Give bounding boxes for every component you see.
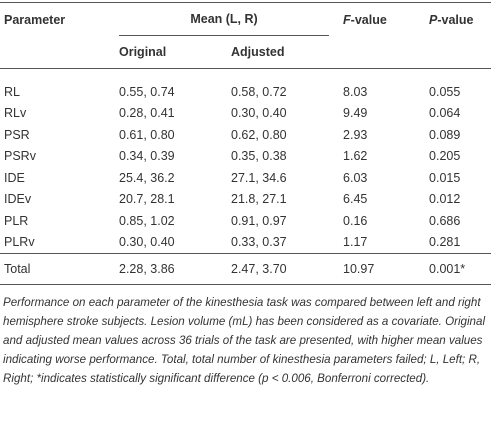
table-cell: 2.28, 3.86 [115, 253, 227, 285]
table-body: RL 0.55, 0.74 0.58, 0.72 8.03 0.055 RLv 0.28, … [0, 69, 491, 285]
table-cell: 0.33, 0.37 [231, 235, 287, 250]
table-row: PSR 0.61, 0.80 0.62, 0.80 2.93 0.089 [0, 124, 491, 146]
results-table: Parameter Mean (L, R) F-value P-value Or… [0, 2, 491, 285]
table-cell: 0.61, 0.80 [119, 127, 175, 142]
table-cell: 8.03 [343, 84, 368, 99]
table-cell: 0.62, 0.80 [231, 127, 287, 142]
table-cell: RL [4, 84, 20, 99]
table-cell: 1.17 [343, 235, 368, 250]
table-cell: 0.91, 0.97 [231, 213, 287, 228]
header-cell: Adjusted [231, 45, 285, 59]
table-row: Total 2.28, 3.86 2.47, 3.70 10.97 0.001* [0, 253, 491, 285]
header-cell: Mean (L, R) [115, 2, 340, 36]
table-cell: 21.8, 27.1 [231, 192, 287, 207]
table-cell: Total [0, 253, 115, 285]
table-row: RL 0.55, 0.74 0.58, 0.72 8.03 0.055 [0, 69, 491, 103]
table-cell: 2.93 [343, 127, 368, 142]
table-cell: PSR [4, 127, 30, 142]
table-cell: 0.686 [429, 213, 461, 228]
table-cell: 1.62 [343, 149, 368, 164]
table-cell: 0.85, 1.02 [119, 213, 175, 228]
table-row: PSRv 0.34, 0.39 0.35, 0.38 1.62 0.205 [0, 146, 491, 168]
table-cell: 0.064 [429, 106, 461, 121]
table-cell: 6.45 [343, 192, 368, 207]
table-cell: 10.97 [339, 253, 426, 285]
table-cell: 0.16 [343, 213, 368, 228]
table-cell: 0.055 [429, 84, 461, 99]
table-cell: 0.30, 0.40 [231, 106, 287, 121]
header-cell [0, 36, 115, 69]
table-cell: 0.089 [429, 127, 461, 142]
table-row: IDEv 20.7, 28.1 21.8, 27.1 6.45 0.012 [0, 189, 491, 211]
table-cell: 0.35, 0.38 [231, 149, 287, 164]
table-cell: 0.58, 0.72 [231, 84, 287, 99]
header-cell [339, 36, 425, 69]
header-cell: Parameter [0, 2, 115, 36]
table-cell: 0.281 [429, 235, 461, 250]
table-cell: RLv [4, 106, 27, 121]
table-cell: 0.30, 0.40 [119, 235, 175, 250]
table-cell: PSRv [4, 149, 36, 164]
table-cell: 0.34, 0.39 [119, 149, 175, 164]
table-cell: 27.1, 34.6 [231, 170, 287, 185]
table-cell: 0.205 [429, 149, 461, 164]
table-cell: 20.7, 28.1 [119, 192, 175, 207]
table-cell: 0.001* [425, 253, 491, 285]
header-cell: F-value [339, 2, 426, 36]
table-row: PLR 0.85, 1.02 0.91, 0.97 0.16 0.686 [0, 210, 491, 232]
table-cell: 0.55, 0.74 [119, 84, 175, 99]
header-text: Mean (L, R) [119, 12, 330, 36]
header-text: F-value [343, 12, 387, 27]
header-cell [425, 36, 491, 69]
header-text: P-value [429, 12, 474, 27]
table-cell: 9.49 [343, 106, 368, 121]
table-cell: PLRv [4, 235, 35, 250]
table-cell: PLR [4, 213, 29, 228]
table-cell: IDEv [4, 192, 32, 207]
table-cell: IDE [4, 170, 25, 185]
table-row: PLRv 0.30, 0.40 0.33, 0.37 1.17 0.281 [0, 232, 491, 254]
table-cell: 25.4, 36.2 [119, 170, 175, 185]
table-cell: 6.03 [343, 170, 368, 185]
table-cell: 0.015 [429, 170, 461, 185]
table-cell: 0.28, 0.41 [119, 106, 175, 121]
table-cell: 2.47, 3.70 [227, 253, 340, 285]
header-cell: P-value [425, 2, 491, 36]
table-row: IDE 25.4, 36.2 27.1, 34.6 6.03 0.015 [0, 167, 491, 189]
header-cell: Original [119, 45, 167, 59]
table-cell: 0.012 [429, 192, 461, 207]
footnote: Performance on each parameter of the kin… [3, 296, 486, 385]
table-row: RLv 0.28, 0.41 0.30, 0.40 9.49 0.064 [0, 103, 491, 125]
